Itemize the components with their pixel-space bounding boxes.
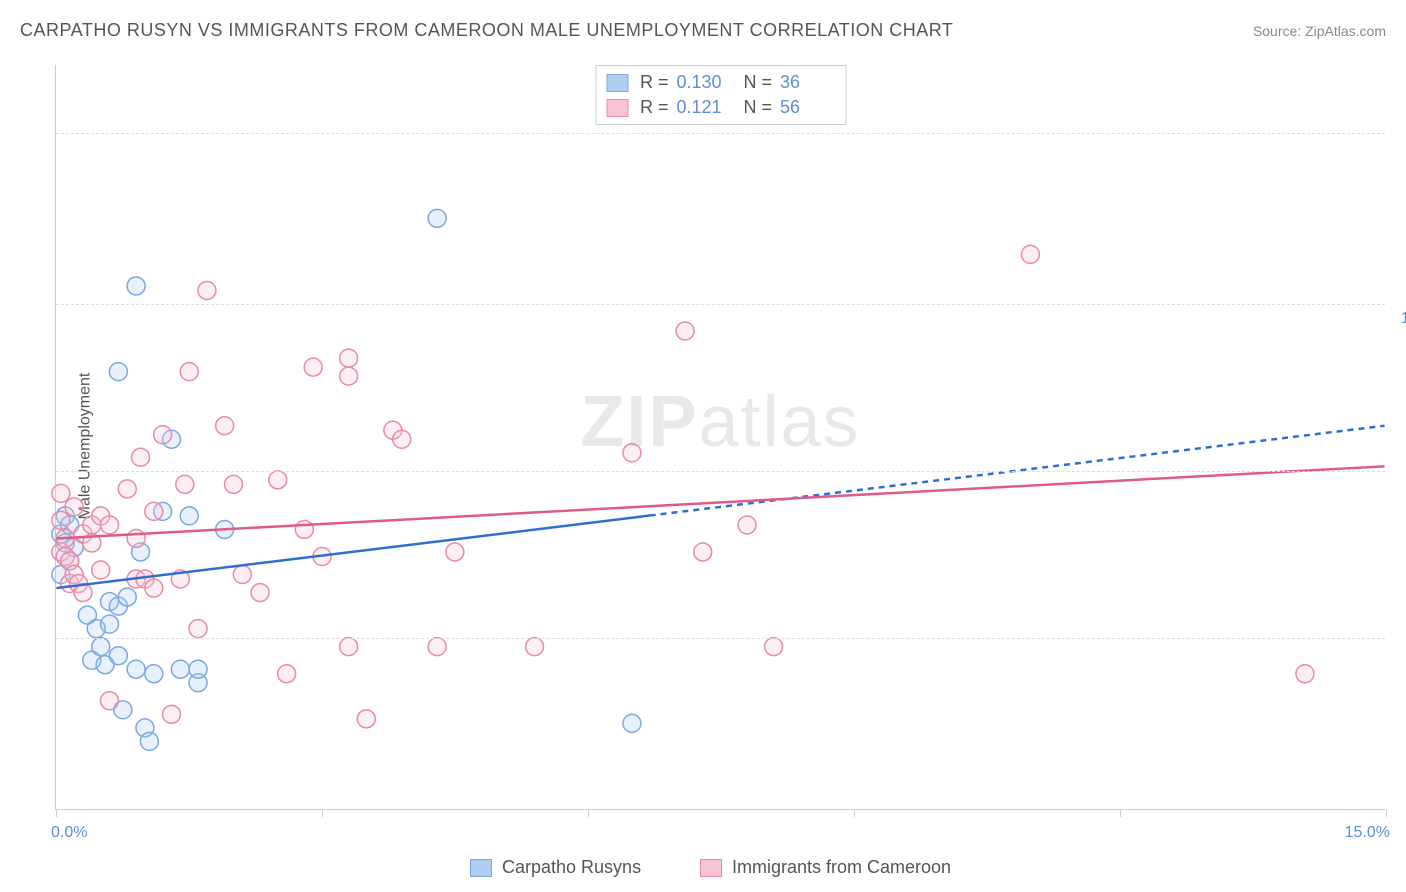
data-point-cameroon	[446, 543, 464, 561]
x-tick	[1386, 809, 1387, 817]
legend-series-2: Immigrants from Cameroon	[700, 857, 951, 878]
r-value-cameroon: 0.121	[677, 97, 732, 118]
swatch-cameroon	[606, 99, 628, 117]
title-row: CARPATHO RUSYN VS IMMIGRANTS FROM CAMERO…	[20, 20, 1386, 41]
data-point-cameroon	[278, 665, 296, 683]
data-point-cameroon	[65, 498, 83, 516]
data-point-cameroon	[52, 511, 70, 529]
data-point-cameroon	[765, 638, 783, 656]
data-point-cameroon	[738, 516, 756, 534]
data-point-cameroon	[1296, 665, 1314, 683]
data-point-cameroon	[118, 480, 136, 498]
data-point-cameroon	[340, 349, 358, 367]
data-point-cameroon	[180, 363, 198, 381]
data-point-cameroon	[251, 584, 269, 602]
source-label: Source: ZipAtlas.com	[1253, 23, 1386, 39]
data-point-carpatho	[171, 660, 189, 678]
data-point-carpatho	[109, 363, 127, 381]
plot-area: ZIPatlas R = 0.130 N = 36 R = 0.121 N = …	[55, 65, 1385, 810]
r-value-carpatho: 0.130	[677, 72, 732, 93]
data-point-cameroon	[101, 516, 119, 534]
data-point-cameroon	[132, 448, 150, 466]
data-point-cameroon	[216, 417, 234, 435]
data-point-cameroon	[393, 430, 411, 448]
legend-stats-box: R = 0.130 N = 36 R = 0.121 N = 56	[595, 65, 846, 125]
legend-stats-row-1: R = 0.130 N = 36	[606, 70, 835, 95]
scatter-svg	[56, 65, 1385, 809]
gridline-h	[56, 638, 1385, 639]
data-point-cameroon	[304, 358, 322, 376]
y-tick-label: 11.2%	[1401, 310, 1406, 328]
x-tick	[322, 809, 323, 817]
data-point-cameroon	[101, 692, 119, 710]
data-point-carpatho	[189, 660, 207, 678]
n-value-carpatho: 36	[780, 72, 835, 93]
data-point-cameroon	[233, 566, 251, 584]
r-label: R =	[640, 72, 669, 93]
chart-title: CARPATHO RUSYN VS IMMIGRANTS FROM CAMERO…	[20, 20, 953, 41]
data-point-cameroon	[145, 502, 163, 520]
data-point-cameroon	[52, 484, 70, 502]
series-name-carpatho: Carpatho Rusyns	[502, 857, 641, 878]
data-point-cameroon	[92, 561, 110, 579]
series-name-cameroon: Immigrants from Cameroon	[732, 857, 951, 878]
gridline-h	[56, 304, 1385, 305]
data-point-cameroon	[127, 529, 145, 547]
data-point-carpatho	[145, 665, 163, 683]
data-point-carpatho	[623, 714, 641, 732]
data-point-cameroon	[526, 638, 544, 656]
swatch-carpatho-bottom	[470, 859, 492, 877]
data-point-carpatho	[92, 638, 110, 656]
legend-series-1: Carpatho Rusyns	[470, 857, 641, 878]
trendline-cameroon	[56, 466, 1384, 538]
gridline-h	[56, 133, 1385, 134]
data-point-cameroon	[154, 426, 172, 444]
data-point-carpatho	[180, 507, 198, 525]
data-point-cameroon	[225, 475, 243, 493]
data-point-carpatho	[127, 277, 145, 295]
data-point-carpatho	[118, 588, 136, 606]
data-point-carpatho	[140, 732, 158, 750]
data-point-cameroon	[428, 638, 446, 656]
n-label: N =	[744, 97, 773, 118]
r-label: R =	[640, 97, 669, 118]
data-point-carpatho	[428, 209, 446, 227]
data-point-cameroon	[189, 620, 207, 638]
data-point-cameroon	[295, 520, 313, 538]
data-point-cameroon	[1021, 245, 1039, 263]
legend-stats-row-2: R = 0.121 N = 56	[606, 95, 835, 120]
gridline-h	[56, 471, 1385, 472]
data-point-cameroon	[176, 475, 194, 493]
data-point-cameroon	[340, 367, 358, 385]
data-point-carpatho	[127, 660, 145, 678]
x-tick	[1120, 809, 1121, 817]
data-point-cameroon	[198, 281, 216, 299]
x-tick	[588, 809, 589, 817]
n-label: N =	[744, 72, 773, 93]
x-tick	[854, 809, 855, 817]
data-point-carpatho	[101, 615, 119, 633]
data-point-cameroon	[623, 444, 641, 462]
data-point-cameroon	[269, 471, 287, 489]
x-tick	[56, 809, 57, 817]
data-point-cameroon	[145, 579, 163, 597]
chart-container: CARPATHO RUSYN VS IMMIGRANTS FROM CAMERO…	[0, 0, 1406, 892]
data-point-cameroon	[694, 543, 712, 561]
swatch-carpatho	[606, 74, 628, 92]
x-tick-label: 0.0%	[51, 824, 87, 842]
n-value-cameroon: 56	[780, 97, 835, 118]
data-point-cameroon	[340, 638, 358, 656]
data-point-carpatho	[109, 647, 127, 665]
x-tick-label: 15.0%	[1345, 824, 1390, 842]
swatch-cameroon-bottom	[700, 859, 722, 877]
data-point-cameroon	[357, 710, 375, 728]
data-point-cameroon	[163, 705, 181, 723]
data-point-cameroon	[676, 322, 694, 340]
